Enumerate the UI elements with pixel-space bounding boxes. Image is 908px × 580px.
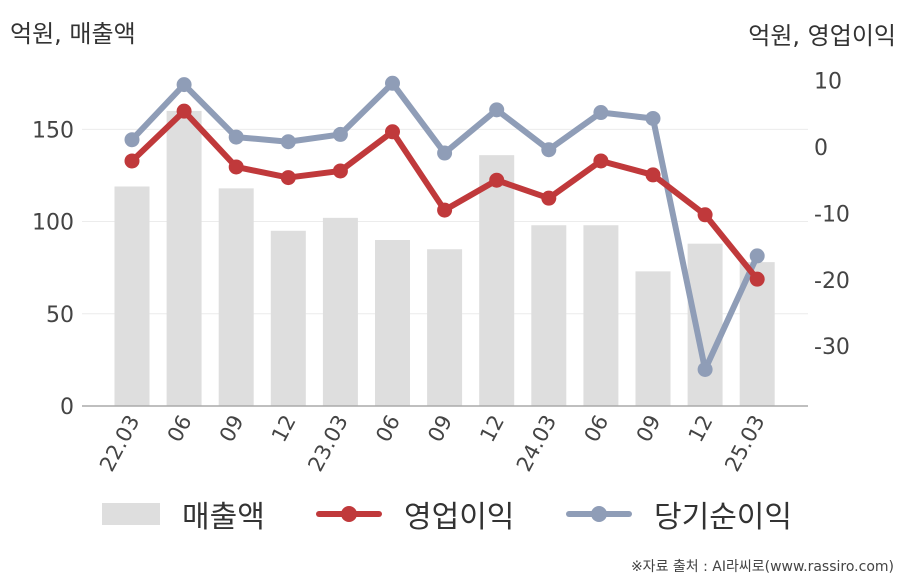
net-income-point bbox=[228, 129, 244, 145]
legend-swatch-revenue bbox=[102, 503, 160, 525]
net-income-point bbox=[280, 134, 296, 150]
revenue-bar bbox=[635, 271, 671, 406]
net-income-point bbox=[124, 132, 140, 148]
legend-label-net: 당기순이익 bbox=[654, 500, 792, 535]
legend-label-revenue: 매출액 bbox=[182, 500, 265, 535]
operating-profit-point bbox=[645, 167, 661, 183]
revenue-bar bbox=[375, 240, 410, 406]
operating-profit-point bbox=[332, 163, 348, 179]
operating-profit-point bbox=[593, 153, 609, 169]
left-tick-label: 100 bbox=[32, 211, 74, 236]
right-tick-label: -20 bbox=[814, 269, 850, 294]
net-income-point bbox=[697, 361, 713, 377]
right-tick-label: 0 bbox=[814, 136, 828, 161]
left-tick-label: 50 bbox=[46, 303, 74, 328]
legend-item-net: 당기순이익 bbox=[566, 490, 792, 538]
net-income-point bbox=[332, 126, 348, 142]
right-tick-label: -30 bbox=[814, 335, 850, 360]
net-income-point bbox=[437, 145, 453, 161]
revenue-bar bbox=[583, 225, 619, 406]
net-income-point bbox=[385, 75, 400, 91]
left-tick-label: 0 bbox=[60, 395, 74, 420]
revenue-bar bbox=[114, 186, 150, 406]
operating-profit-point bbox=[697, 207, 713, 223]
x-tick-label: 12 bbox=[267, 411, 301, 446]
revenue-bar bbox=[531, 225, 567, 406]
operating-profit-point bbox=[437, 202, 453, 218]
source-credit: ※자료 출처 : AI라씨로(www.rassiro.com) bbox=[630, 559, 894, 575]
x-tick-label: 09 bbox=[632, 411, 666, 446]
operating-profit-point bbox=[541, 190, 557, 206]
x-tick-label: 06 bbox=[580, 411, 614, 446]
legend-swatch-operating bbox=[316, 503, 382, 525]
revenue-bar bbox=[322, 217, 358, 406]
net-income-point bbox=[593, 105, 609, 121]
right-tick-label: 10 bbox=[814, 70, 842, 95]
operating-profit-point bbox=[228, 159, 244, 175]
x-tick-label: 25.03 bbox=[720, 411, 769, 475]
revenue-bar bbox=[427, 249, 463, 406]
legend: 매출액 영업이익 당기순이익 bbox=[0, 490, 908, 538]
right-axis-unit: 억원, 영업이익 bbox=[748, 22, 896, 50]
net-income-point bbox=[176, 77, 192, 93]
net-income-point bbox=[645, 110, 661, 126]
operating-profit-point bbox=[176, 103, 192, 119]
revenue-bar bbox=[479, 155, 515, 406]
net-income-point bbox=[541, 142, 557, 158]
x-tick-label: 09 bbox=[423, 411, 457, 446]
x-tick-label: 22.03 bbox=[95, 411, 144, 475]
operating-profit-point bbox=[489, 172, 505, 188]
x-tick-label: 12 bbox=[684, 411, 718, 446]
legend-item-operating: 영업이익 bbox=[316, 490, 514, 538]
x-tick-label: 06 bbox=[163, 411, 197, 446]
x-tick-label: 24.03 bbox=[512, 411, 561, 475]
legend-item-revenue: 매출액 bbox=[102, 490, 265, 538]
right-tick-label: -10 bbox=[814, 202, 850, 227]
x-tick-label: 06 bbox=[371, 411, 405, 446]
net-income-point bbox=[749, 248, 765, 264]
operating-profit-point bbox=[749, 271, 765, 287]
legend-label-operating: 영업이익 bbox=[404, 500, 515, 535]
x-tick-label: 09 bbox=[215, 411, 249, 446]
revenue-bar bbox=[166, 110, 202, 406]
net-income-point bbox=[489, 102, 505, 118]
legend-swatch-net bbox=[566, 503, 632, 525]
operating-profit-point bbox=[280, 170, 296, 186]
left-tick-label: 150 bbox=[32, 118, 74, 143]
x-tick-label: 23.03 bbox=[303, 411, 352, 475]
left-axis-unit: 억원, 매출액 bbox=[10, 20, 136, 48]
x-tick-label: 12 bbox=[475, 411, 509, 446]
operating-profit-point bbox=[385, 124, 400, 140]
revenue-bar bbox=[270, 230, 306, 406]
operating-profit-point bbox=[124, 153, 140, 169]
revenue-bar bbox=[218, 188, 254, 406]
